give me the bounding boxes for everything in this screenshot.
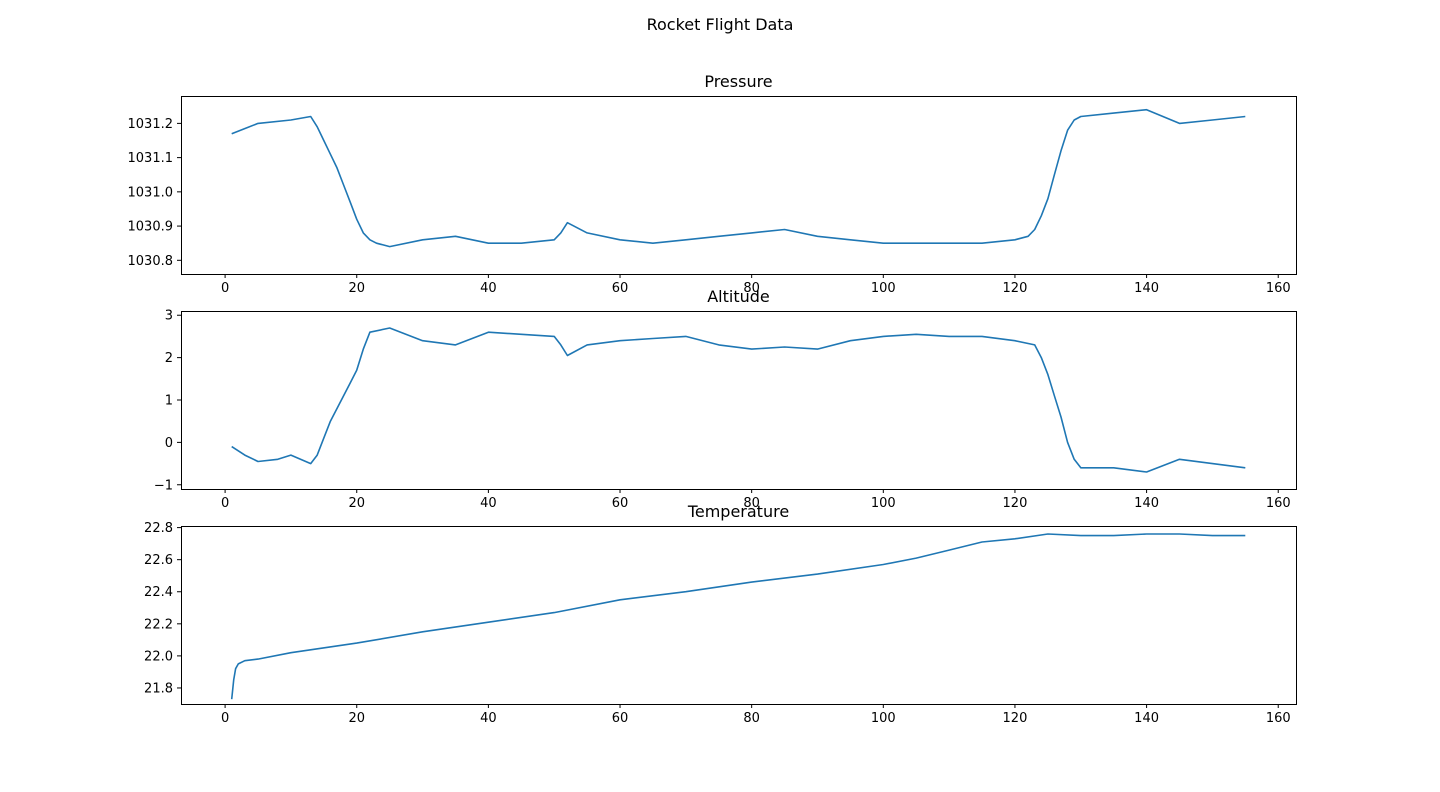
altitude-x-tick-label: 20 <box>348 496 365 511</box>
pressure-y-tick-label: 1031.2 <box>128 117 174 132</box>
altitude-subplot: 0 20 40 60 80 100 120 140 160 −1 0 1 2 3 Altitude <box>154 287 1297 511</box>
temperature-y-tick-label: 22.2 <box>144 617 173 632</box>
pressure-subplot: 0 20 40 60 80 100 120 140 160 1030.8 1030.9 1031.0 1… <box>128 72 1297 296</box>
altitude-y-tick-label: 1 <box>165 394 173 409</box>
altitude-y-tick-label: −1 <box>154 478 173 493</box>
altitude-x-tick-label: 40 <box>480 496 497 511</box>
temperature-x-tick-label: 100 <box>871 711 896 726</box>
altitude-x-tick-label: 0 <box>221 496 229 511</box>
pressure-y-tick-label: 1030.8 <box>128 254 174 269</box>
pressure-x-tick-label: 80 <box>743 281 760 296</box>
temperature-y-tick-label: 22.0 <box>144 649 173 664</box>
altitude-y-tick-label: 0 <box>165 436 173 451</box>
altitude-y-tick-label: 3 <box>165 309 173 324</box>
temperature-x-tick-label: 160 <box>1266 711 1291 726</box>
figure-title: Rocket Flight Data <box>647 15 794 34</box>
altitude-x-tick-label: 120 <box>1003 496 1028 511</box>
temperature-x-tick-label: 60 <box>612 711 629 726</box>
temperature-x-tick-label: 0 <box>221 711 229 726</box>
altitude-x-tick-label: 100 <box>871 496 896 511</box>
pressure-y-tick-label: 1031.0 <box>128 185 174 200</box>
pressure-x-tick-label: 120 <box>1003 281 1028 296</box>
altitude-x-tick-label: 80 <box>743 496 760 511</box>
temperature-axes-frame <box>181 526 1297 705</box>
temperature-title: Temperature <box>687 502 789 521</box>
altitude-x-tick-label: 60 <box>612 496 629 511</box>
temperature-y-tick-label: 22.6 <box>144 553 173 568</box>
pressure-y-tick-label: 1031.1 <box>128 151 174 166</box>
altitude-title: Altitude <box>707 287 770 306</box>
altitude-x-tick-label: 140 <box>1134 496 1159 511</box>
temperature-x-tick-label: 20 <box>348 711 365 726</box>
pressure-x-tick-label: 40 <box>480 281 497 296</box>
pressure-x-tick-label: 100 <box>871 281 896 296</box>
pressure-x-tick-label: 160 <box>1266 281 1291 296</box>
pressure-x-tick-label: 60 <box>612 281 629 296</box>
temperature-x-tick-label: 40 <box>480 711 497 726</box>
temperature-y-tick-label: 22.8 <box>144 521 173 536</box>
pressure-x-tick-label: 140 <box>1134 281 1159 296</box>
temperature-x-tick-label: 140 <box>1134 711 1159 726</box>
pressure-y-tick-label: 1030.9 <box>128 220 174 235</box>
temperature-series-line <box>230 533 1246 700</box>
temperature-subplot: 0 20 40 60 80 100 120 140 160 21.8 22.0 22.2 22.4 22.… <box>144 502 1297 726</box>
altitude-x-tick-label: 160 <box>1266 496 1291 511</box>
pressure-series-line <box>231 108 1246 248</box>
temperature-x-tick-label: 80 <box>743 711 760 726</box>
temperature-y-tick-label: 21.8 <box>144 681 173 696</box>
altitude-axes-frame <box>181 311 1297 490</box>
temperature-x-tick-label: 120 <box>1003 711 1028 726</box>
pressure-title: Pressure <box>704 72 772 91</box>
pressure-x-tick-label: 0 <box>221 281 229 296</box>
pressure-axes-frame <box>181 96 1297 275</box>
altitude-y-tick-label: 2 <box>165 351 173 366</box>
altitude-series-line <box>231 327 1246 473</box>
pressure-x-tick-label: 20 <box>348 281 365 296</box>
temperature-y-tick-label: 22.4 <box>144 585 173 600</box>
